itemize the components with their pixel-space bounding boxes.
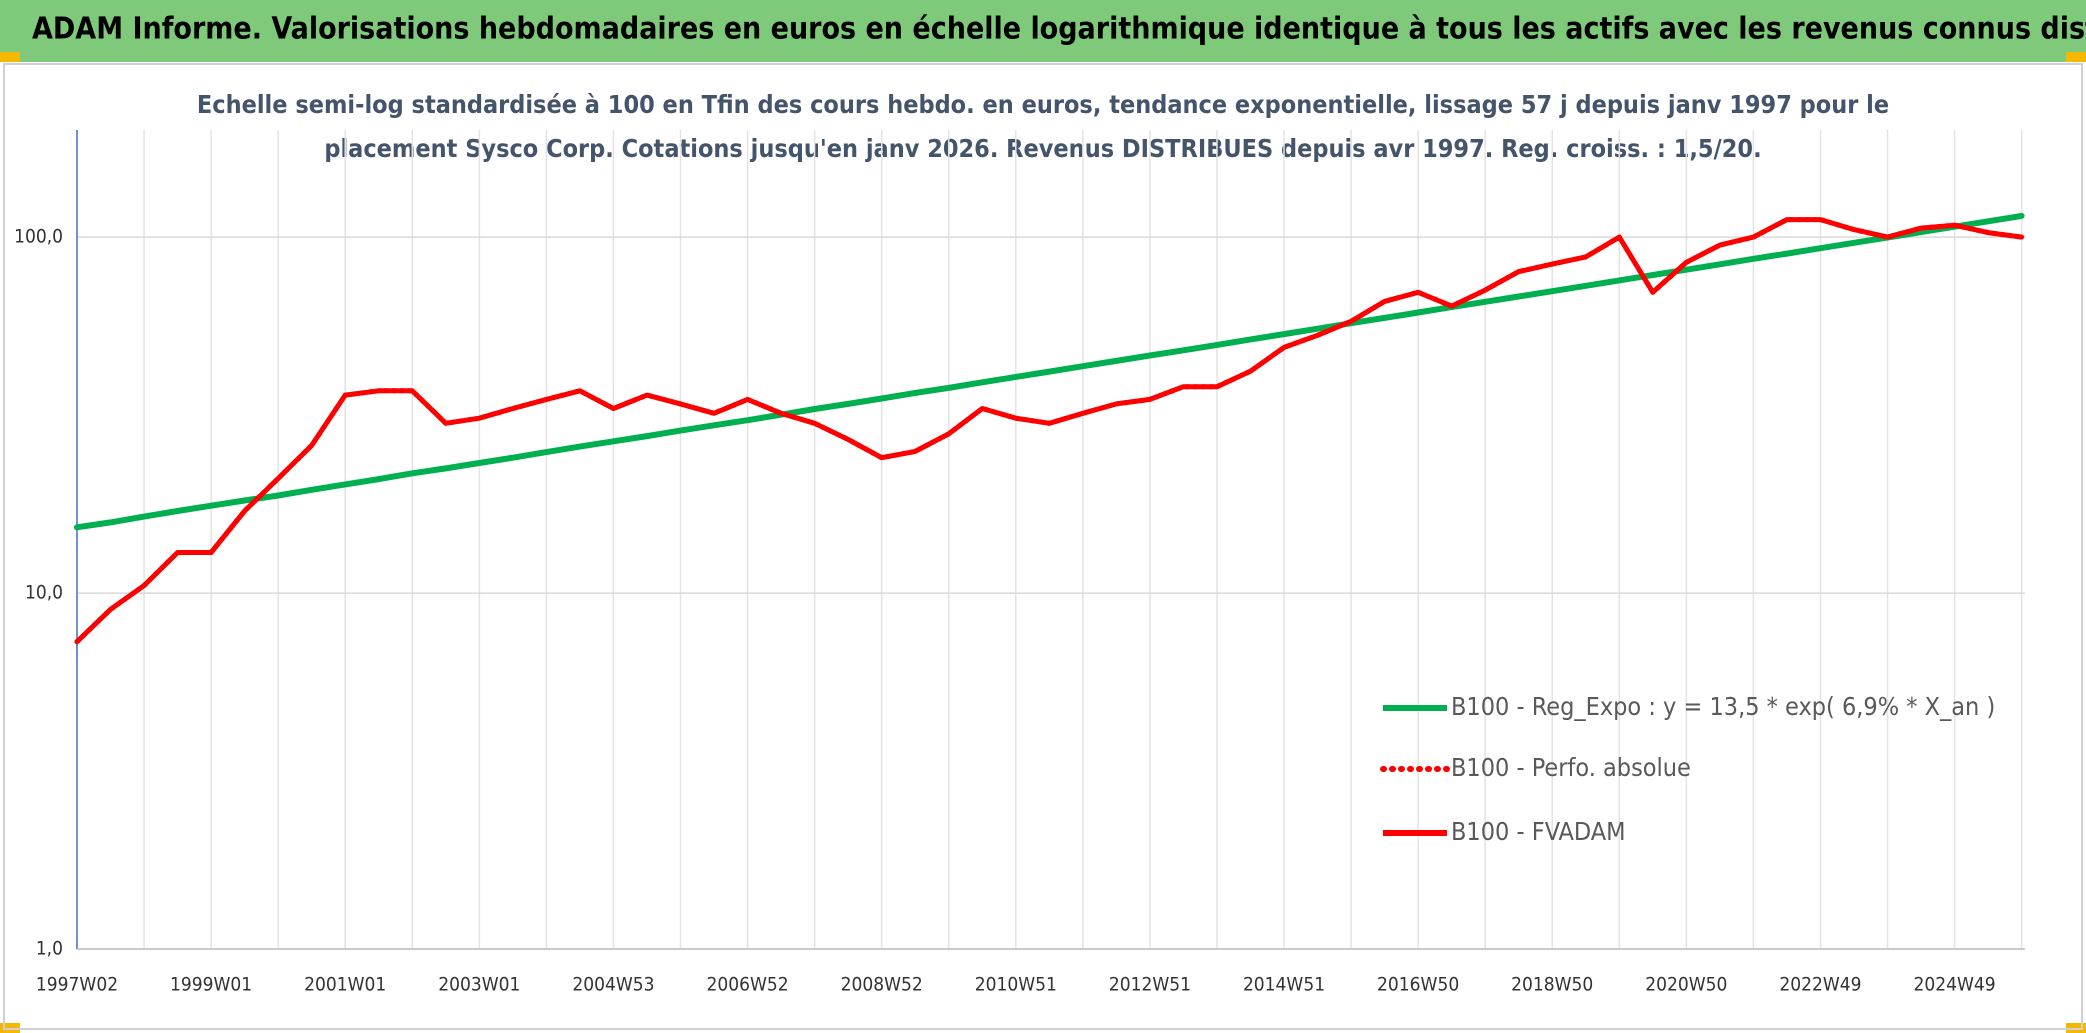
x-tick-label: 2010W51 <box>975 974 1057 996</box>
x-tick-label: 2014W51 <box>1243 974 1325 996</box>
frame <box>3 63 2083 1030</box>
series-line <box>74 212 2025 531</box>
chart-subtitle: placement Sysco Corp. Cotations jusqu'en… <box>324 134 1761 163</box>
legend-label: B100 - FVADAM <box>1451 817 1626 846</box>
x-tick-label: 2024W49 <box>1914 974 1996 996</box>
x-tick-label: 2020W50 <box>1645 974 1727 996</box>
x-tick-label: 2012W51 <box>1109 974 1191 996</box>
x-tick-label: 2016W50 <box>1377 974 1459 996</box>
header-band <box>0 0 2086 62</box>
x-tick-label: 1999W01 <box>170 974 252 996</box>
corner <box>0 52 20 62</box>
x-tick-label: 1997W02 <box>36 974 118 996</box>
x-tick-label: 2018W50 <box>1511 974 1593 996</box>
x-tick-label: 2006W52 <box>706 974 788 996</box>
x-tick-label: 2004W53 <box>572 974 654 996</box>
series-line <box>74 217 2025 645</box>
corner <box>2066 52 2086 62</box>
y-tick-label: 100,0 <box>14 226 63 248</box>
y-tick-label: 1,0 <box>36 938 63 960</box>
chart-title: ADAM Informe. Valorisations hebdomadaire… <box>32 12 2086 47</box>
x-tick-label: 2022W49 <box>1779 974 1861 996</box>
chart-subtitle: Echelle semi-log standardisée à 100 en T… <box>197 90 1889 119</box>
legend-label: B100 - Perfo. absolue <box>1451 753 1691 782</box>
x-tick-label: 2001W01 <box>304 974 386 996</box>
x-tick-label: 2008W52 <box>841 974 923 996</box>
series-line <box>74 217 2025 645</box>
legend-label: B100 - Reg_Expo : y = 13,5 * exp( 6,9% *… <box>1451 692 1995 721</box>
y-tick-label: 10,0 <box>25 582 63 604</box>
x-tick-label: 2003W01 <box>438 974 520 996</box>
